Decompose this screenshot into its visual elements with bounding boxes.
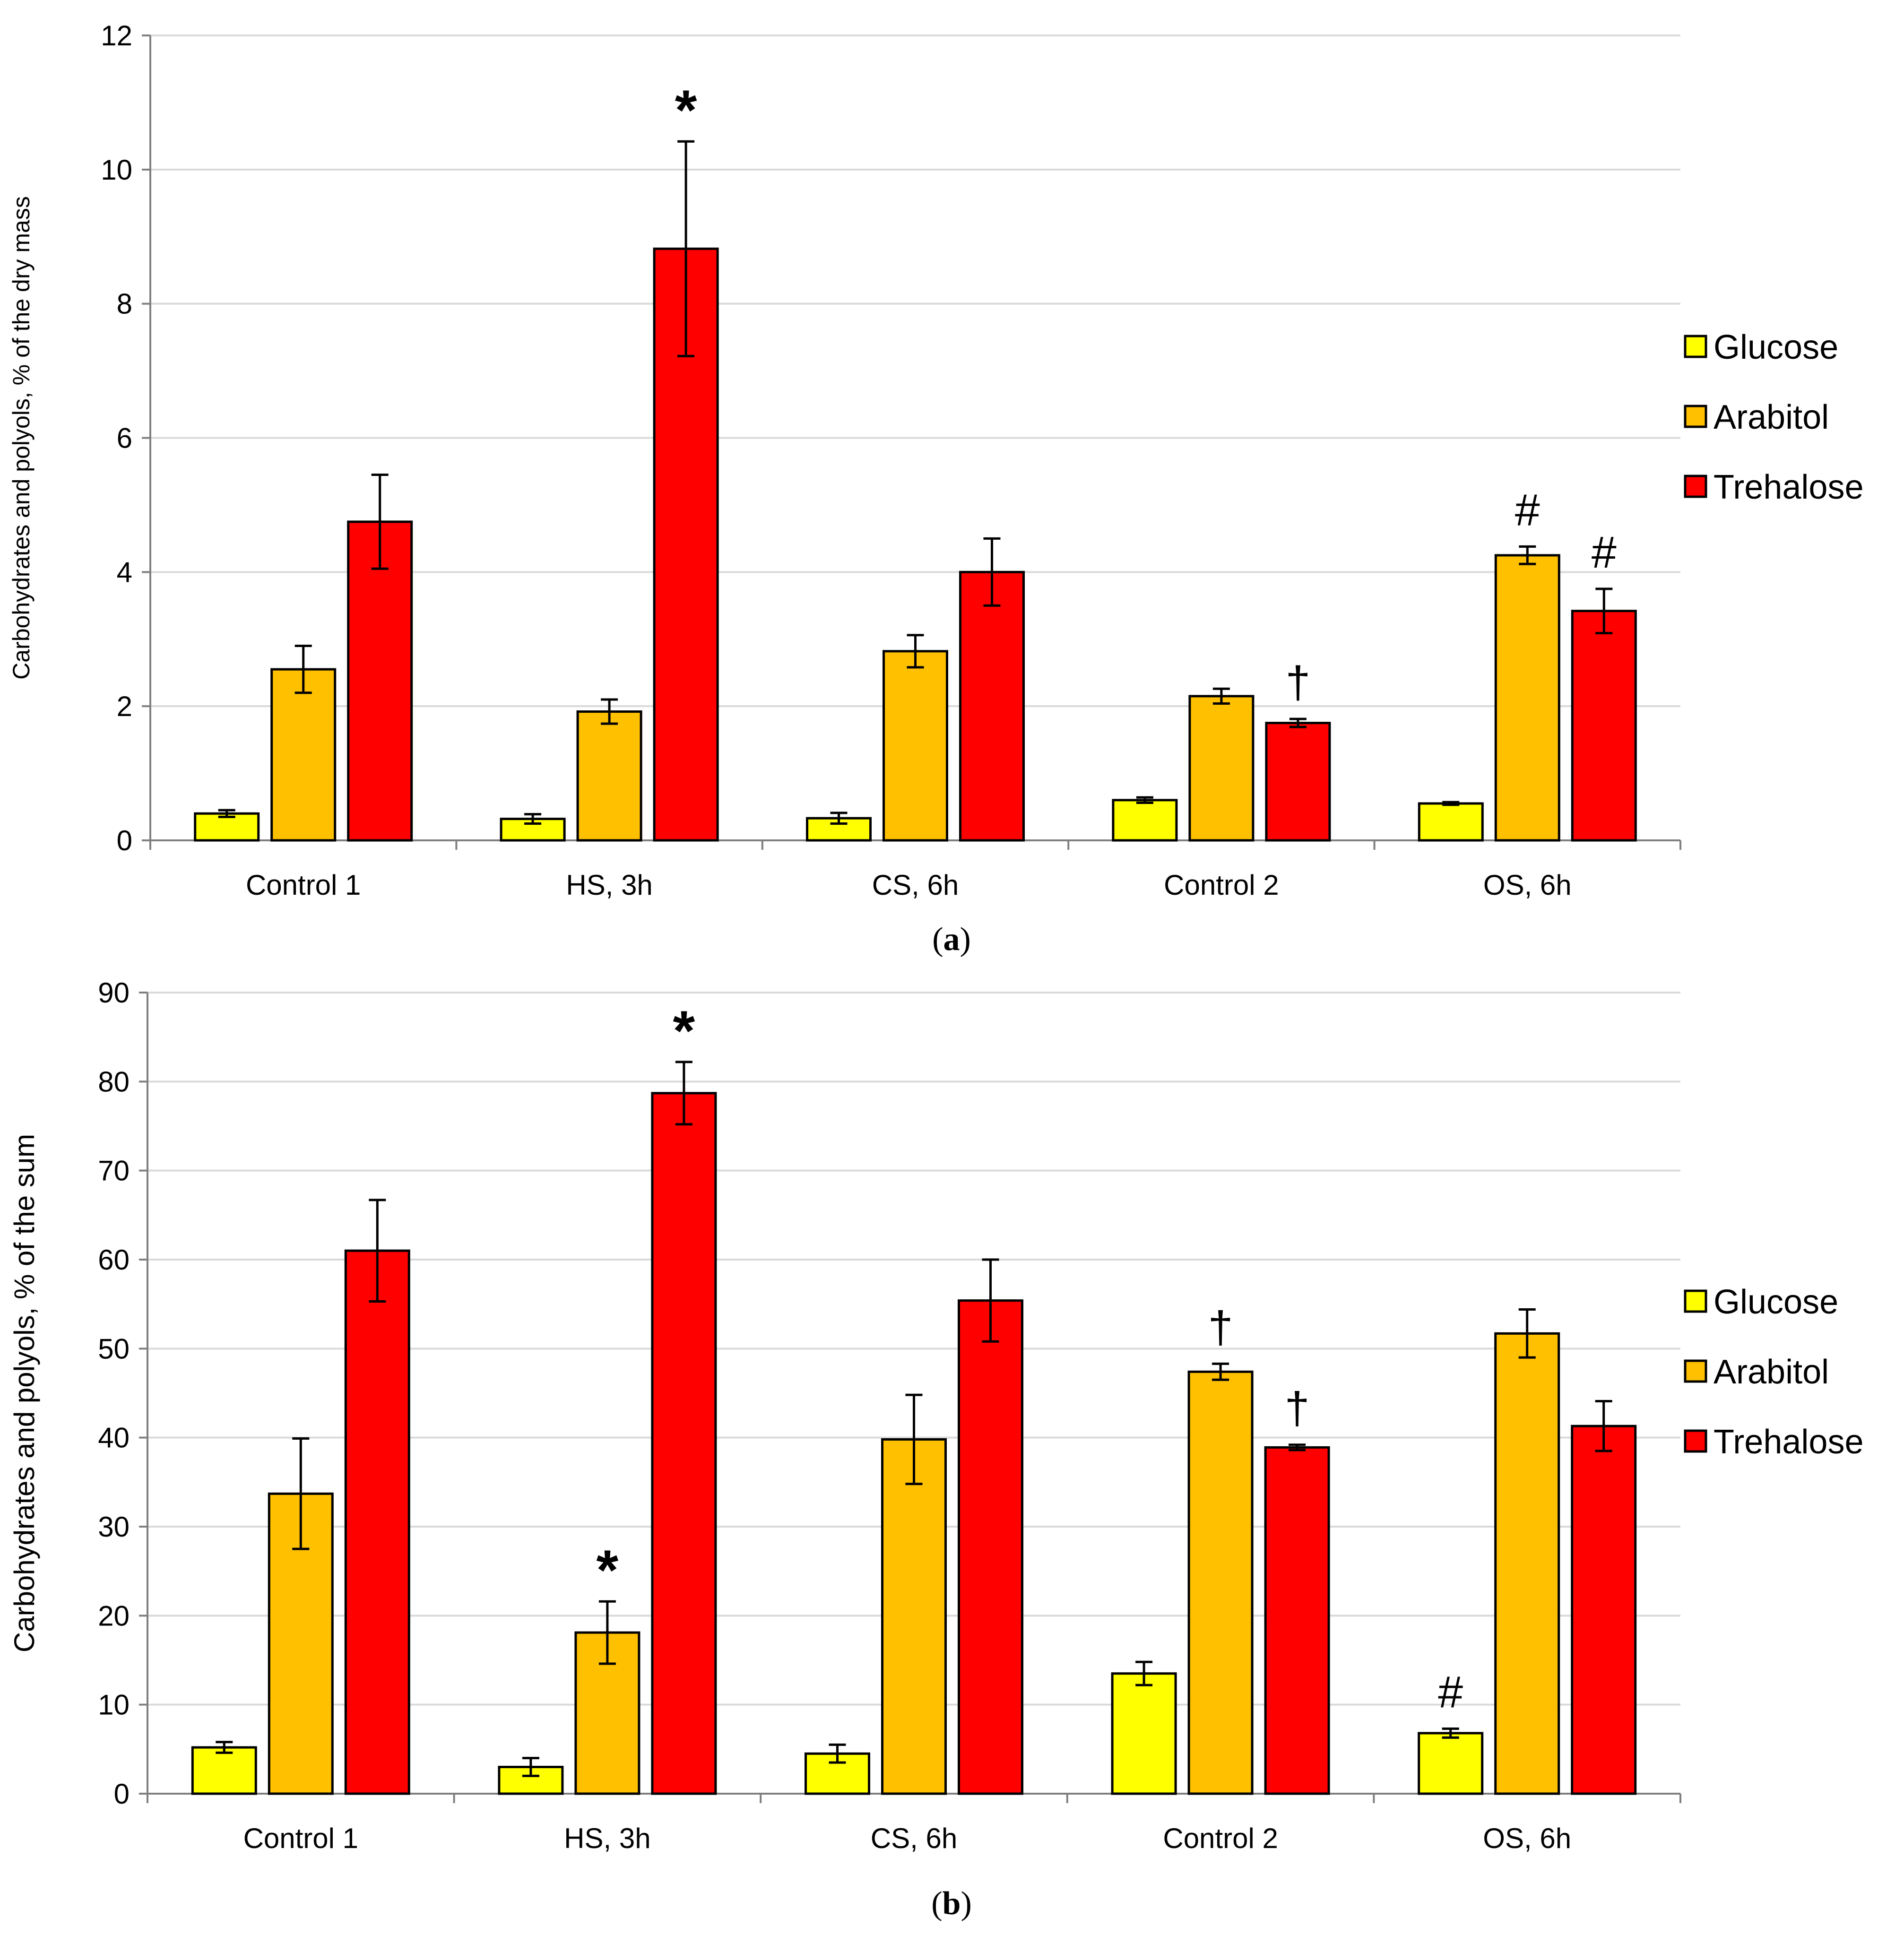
panel-caption-a: (a) — [932, 921, 971, 958]
panel-caption-letter-b: b — [943, 1885, 961, 1922]
y-tick-label-a-1: 2 — [117, 691, 132, 722]
bar-b-trehalose-2 — [958, 1299, 1023, 1795]
bar-b-glucose-3 — [1111, 1672, 1177, 1795]
legend-swatch-a-trehalose — [1684, 475, 1707, 498]
bar-b-trehalose-1 — [651, 1092, 717, 1795]
bar-b-trehalose-4 — [1571, 1425, 1637, 1795]
y-tick-label-a-2: 4 — [117, 556, 132, 588]
y-tick-label-b-1: 10 — [98, 1689, 130, 1721]
y-tick-label-b-6: 60 — [98, 1244, 130, 1276]
legend-swatch-b-glucose — [1684, 1289, 1707, 1313]
y-tick-label-a-6: 12 — [101, 20, 132, 52]
bar-a-trehalose-2 — [959, 570, 1025, 842]
chart-a: 0 2 4 6 8 10 12 Control 1 HS, 3h CS, 6h Control 2 O… — [8, 20, 1864, 958]
x-tick-label-a-1: HS, 3h — [566, 869, 652, 901]
significance-marker-b-4: # — [1438, 1667, 1463, 1718]
y-tick-label-b-8: 80 — [98, 1066, 130, 1097]
bar-a-arabitol-1 — [576, 710, 642, 842]
y-tick-label-a-4: 8 — [117, 288, 132, 320]
x-tick-label-b-1: HS, 3h — [564, 1823, 650, 1854]
legend-label-a-arabitol: Arabitol — [1714, 398, 1829, 436]
x-tick-label-a-4: OS, 6h — [1483, 869, 1572, 901]
panel-caption-letter-a: a — [943, 921, 960, 958]
bar-b-arabitol-2 — [881, 1438, 947, 1795]
bar-b-glucose-4 — [1418, 1732, 1484, 1795]
y-tick-label-a-3: 6 — [117, 423, 132, 454]
x-tick-label-b-4: OS, 6h — [1483, 1823, 1571, 1854]
y-tick-label-b-3: 30 — [98, 1511, 130, 1543]
x-tick-label-a-3: Control 2 — [1164, 869, 1279, 901]
significance-marker-b-0: * — [597, 1538, 619, 1602]
bar-b-trehalose-3 — [1264, 1446, 1330, 1795]
y-tick-label-a-0: 0 — [117, 825, 132, 856]
bar-a-trehalose-4 — [1571, 610, 1637, 842]
y-axis-title-a: Carbohydrates and polyols, % of the dry … — [8, 196, 35, 680]
bar-a-trehalose-3 — [1265, 722, 1331, 842]
bar-b-glucose-0 — [191, 1746, 257, 1795]
y-axis-title-b: Carbohydrates and polyols, % of the sum — [9, 1134, 40, 1652]
bar-a-glucose-3 — [1112, 799, 1178, 842]
x-tick-label-b-0: Control 1 — [243, 1823, 358, 1854]
bar-a-arabitol-4 — [1494, 554, 1560, 842]
legend-swatch-b-arabitol — [1684, 1359, 1707, 1383]
significance-marker-b-2: † — [1208, 1302, 1233, 1352]
y-tick-label-b-2: 20 — [98, 1600, 130, 1632]
y-tick-label-b-9: 90 — [98, 977, 130, 1009]
panel-caption-b: (b) — [931, 1885, 972, 1922]
significance-marker-a-3: # — [1592, 527, 1617, 578]
legend-label-b-trehalose: Trehalose — [1714, 1423, 1864, 1461]
significance-marker-a-2: # — [1515, 485, 1540, 535]
x-tick-label-a-2: CS, 6h — [872, 869, 959, 901]
bar-a-arabitol-0 — [270, 668, 337, 842]
x-tick-label-b-3: Control 2 — [1163, 1823, 1278, 1854]
significance-marker-a-1: † — [1285, 657, 1310, 708]
legend-swatch-a-arabitol — [1684, 405, 1707, 428]
legend-label-a-glucose: Glucose — [1714, 328, 1838, 366]
significance-marker-b-1: * — [673, 999, 695, 1063]
bar-a-glucose-4 — [1418, 802, 1484, 842]
legend-swatch-a-glucose — [1684, 335, 1707, 358]
y-tick-label-b-0: 0 — [114, 1778, 130, 1810]
legend-label-a-trehalose: Trehalose — [1714, 468, 1864, 506]
y-tick-label-a-5: 10 — [101, 154, 132, 186]
legend-label-b-arabitol: Arabitol — [1714, 1353, 1829, 1391]
y-tick-label-b-5: 50 — [98, 1333, 130, 1365]
y-tick-label-b-7: 70 — [98, 1155, 130, 1187]
x-tick-label-a-0: Control 1 — [246, 869, 361, 901]
x-tick-label-b-2: CS, 6h — [871, 1823, 957, 1854]
bar-b-arabitol-4 — [1494, 1332, 1560, 1795]
significance-marker-b-3: † — [1285, 1383, 1310, 1434]
chart-b: 0 10 20 30 40 50 60 70 80 90 Control 1 HS, 3h CS, 6h… — [9, 977, 1864, 1922]
legend-label-b-glucose: Glucose — [1714, 1283, 1838, 1321]
y-tick-label-b-4: 40 — [98, 1422, 130, 1454]
bar-b-arabitol-3 — [1187, 1370, 1254, 1795]
legend-swatch-b-trehalose — [1684, 1429, 1707, 1453]
bar-a-arabitol-2 — [883, 650, 948, 842]
bar-a-trehalose-0 — [347, 520, 413, 842]
bar-a-trehalose-1 — [653, 247, 719, 842]
significance-marker-a-0: * — [675, 78, 697, 142]
bar-b-trehalose-0 — [344, 1249, 410, 1795]
bar-a-arabitol-3 — [1188, 695, 1255, 842]
